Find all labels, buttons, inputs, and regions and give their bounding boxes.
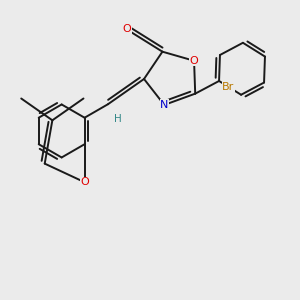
Text: O: O xyxy=(190,56,198,66)
Text: O: O xyxy=(122,24,131,34)
Text: H: H xyxy=(114,114,122,124)
Text: Br: Br xyxy=(222,82,235,92)
Text: O: O xyxy=(80,177,89,187)
Text: N: N xyxy=(160,100,169,110)
